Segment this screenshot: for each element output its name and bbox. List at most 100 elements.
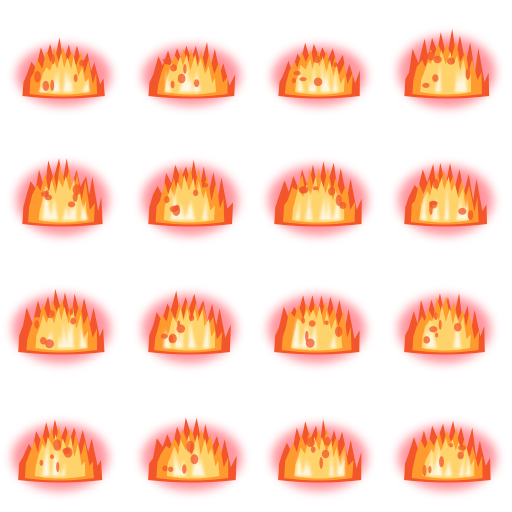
- flame-body: [278, 419, 362, 483]
- flame-speckle: [429, 200, 438, 206]
- fire-sprite: [268, 161, 368, 236]
- flame-streak: [436, 61, 442, 92]
- fire-frame-10: [128, 256, 256, 384]
- flame-speckle: [438, 319, 442, 330]
- flame-body: [404, 293, 485, 355]
- flame-body: [404, 28, 490, 99]
- flame-speckle: [422, 464, 427, 477]
- flame-streak: [332, 70, 339, 92]
- flame-streak: [329, 452, 335, 476]
- flame-speckle: [435, 332, 439, 338]
- flame-body: [148, 159, 234, 227]
- flame-streak: [457, 73, 466, 92]
- flame-streak: [43, 190, 53, 220]
- flame-speckle: [69, 308, 74, 316]
- flame-speckle: [449, 443, 453, 448]
- flame-speckle: [50, 79, 55, 91]
- flame-speckle: [177, 320, 181, 327]
- flame-speckle: [432, 178, 439, 189]
- flame-streak: [44, 444, 49, 476]
- flame-speckle: [458, 444, 467, 451]
- flame-speckle: [291, 77, 296, 84]
- flame-speckle: [67, 201, 76, 208]
- flame-speckle: [49, 454, 55, 460]
- flame-speckle: [34, 71, 41, 83]
- flame-speckle: [72, 184, 82, 196]
- fire-frame-8: [384, 128, 512, 256]
- flame-speckle: [177, 73, 186, 84]
- inner-flame: [164, 53, 217, 95]
- fire-sprite: [142, 290, 236, 364]
- fire-frame-6: [128, 128, 256, 256]
- flame-speckle: [324, 320, 329, 326]
- fire-sprite: [398, 420, 497, 491]
- fire-sprite: [142, 42, 241, 106]
- flame-streak: [80, 202, 89, 220]
- flame-body: [274, 295, 360, 355]
- flame-speckle: [453, 322, 462, 332]
- flame-streak: [454, 315, 462, 348]
- inner-flame: [295, 55, 345, 95]
- flame-streak: [325, 195, 332, 220]
- fire-frame-7: [256, 128, 384, 256]
- flame-body: [148, 417, 237, 483]
- flame-speckle: [300, 186, 309, 194]
- fire-frame-5: [0, 128, 128, 256]
- flame-speckle: [305, 330, 309, 342]
- core-streaks: [163, 316, 210, 348]
- flame-streak: [57, 334, 63, 348]
- flame-streak: [196, 448, 202, 476]
- flame-speckle: [34, 320, 40, 329]
- fire-frame-14: [128, 384, 256, 512]
- flame-speckle: [160, 333, 168, 339]
- flame-speckle: [183, 64, 187, 74]
- flame-streak: [337, 448, 345, 476]
- flame-streak: [186, 74, 193, 92]
- flame-speckle: [334, 326, 343, 338]
- flame-streak: [79, 327, 88, 348]
- flame-speckle: [467, 210, 474, 221]
- flame-streak: [460, 56, 465, 92]
- core-streaks: [297, 62, 339, 92]
- flame-streak: [301, 457, 308, 476]
- flame-speckle: [44, 194, 53, 201]
- flame-body: [18, 419, 103, 483]
- flame-streak: [320, 64, 327, 92]
- flame-body: [404, 162, 487, 227]
- flame-streak: [319, 194, 327, 220]
- flame-speckle: [465, 68, 471, 80]
- fire-frame-15: [256, 384, 384, 512]
- flame-speckle: [42, 80, 50, 92]
- flame-speckle: [162, 58, 170, 63]
- flame-speckle: [46, 309, 55, 319]
- flame-streak: [292, 318, 300, 348]
- flame-streak: [165, 70, 172, 92]
- flame-speckle: [164, 195, 170, 204]
- flame-speckle: [447, 57, 456, 65]
- flame-speckle: [182, 464, 187, 474]
- fire-sprite: [142, 159, 239, 236]
- flame-streak: [432, 461, 439, 476]
- flame-speckle: [168, 335, 173, 343]
- flame-speckle: [328, 187, 336, 196]
- flame-streak: [431, 196, 440, 220]
- fire-sprite: [398, 162, 493, 236]
- flame-speckle: [422, 82, 430, 88]
- flame-body: [278, 42, 360, 99]
- flame-streak: [178, 319, 184, 348]
- flame-streak: [295, 199, 301, 220]
- flame-speckle: [53, 439, 62, 451]
- flame-streak: [420, 186, 427, 220]
- flame-streak: [295, 456, 303, 476]
- fire-sprite: [272, 419, 368, 491]
- flame-speckle: [337, 439, 345, 446]
- flame-body: [18, 288, 105, 355]
- fire-frame-4: [384, 0, 512, 128]
- fire-frame-9: [0, 256, 128, 384]
- flame-speckle: [457, 451, 464, 460]
- flame-speckle: [308, 320, 316, 327]
- flame-speckle: [51, 54, 55, 65]
- flame-streak: [188, 319, 197, 348]
